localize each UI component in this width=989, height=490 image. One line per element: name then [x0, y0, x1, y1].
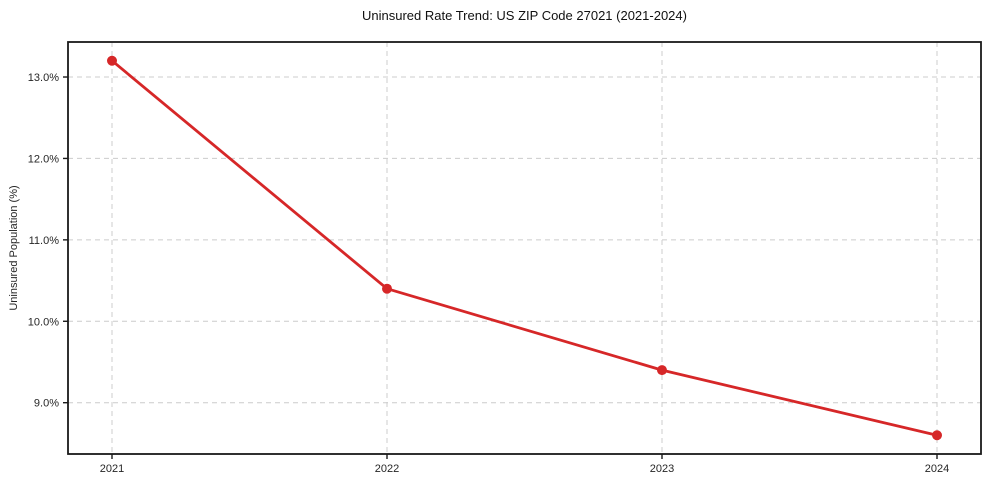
data-point: [382, 283, 392, 294]
data-point: [932, 430, 942, 441]
chart-title: Uninsured Rate Trend: US ZIP Code 27021 …: [362, 8, 687, 23]
y-tick-label: 10.0%: [28, 316, 59, 328]
plot-border: [67, 41, 982, 455]
data-point: [657, 365, 667, 376]
y-tick-label: 11.0%: [29, 235, 60, 247]
trend-line: [110, 59, 939, 437]
data-point: [107, 55, 117, 66]
x-tick-label: 2023: [650, 463, 674, 475]
y-axis-label: Uninsured Population (%): [8, 185, 20, 311]
x-tick-label: 2024: [925, 463, 949, 475]
x-tick-label: 2021: [100, 463, 124, 475]
y-tick-label: 12.0%: [28, 153, 59, 165]
y-tick-label: 9.0%: [34, 398, 59, 410]
y-tick-label: 13.0%: [28, 72, 59, 84]
x-tick-label: 2022: [375, 463, 399, 475]
